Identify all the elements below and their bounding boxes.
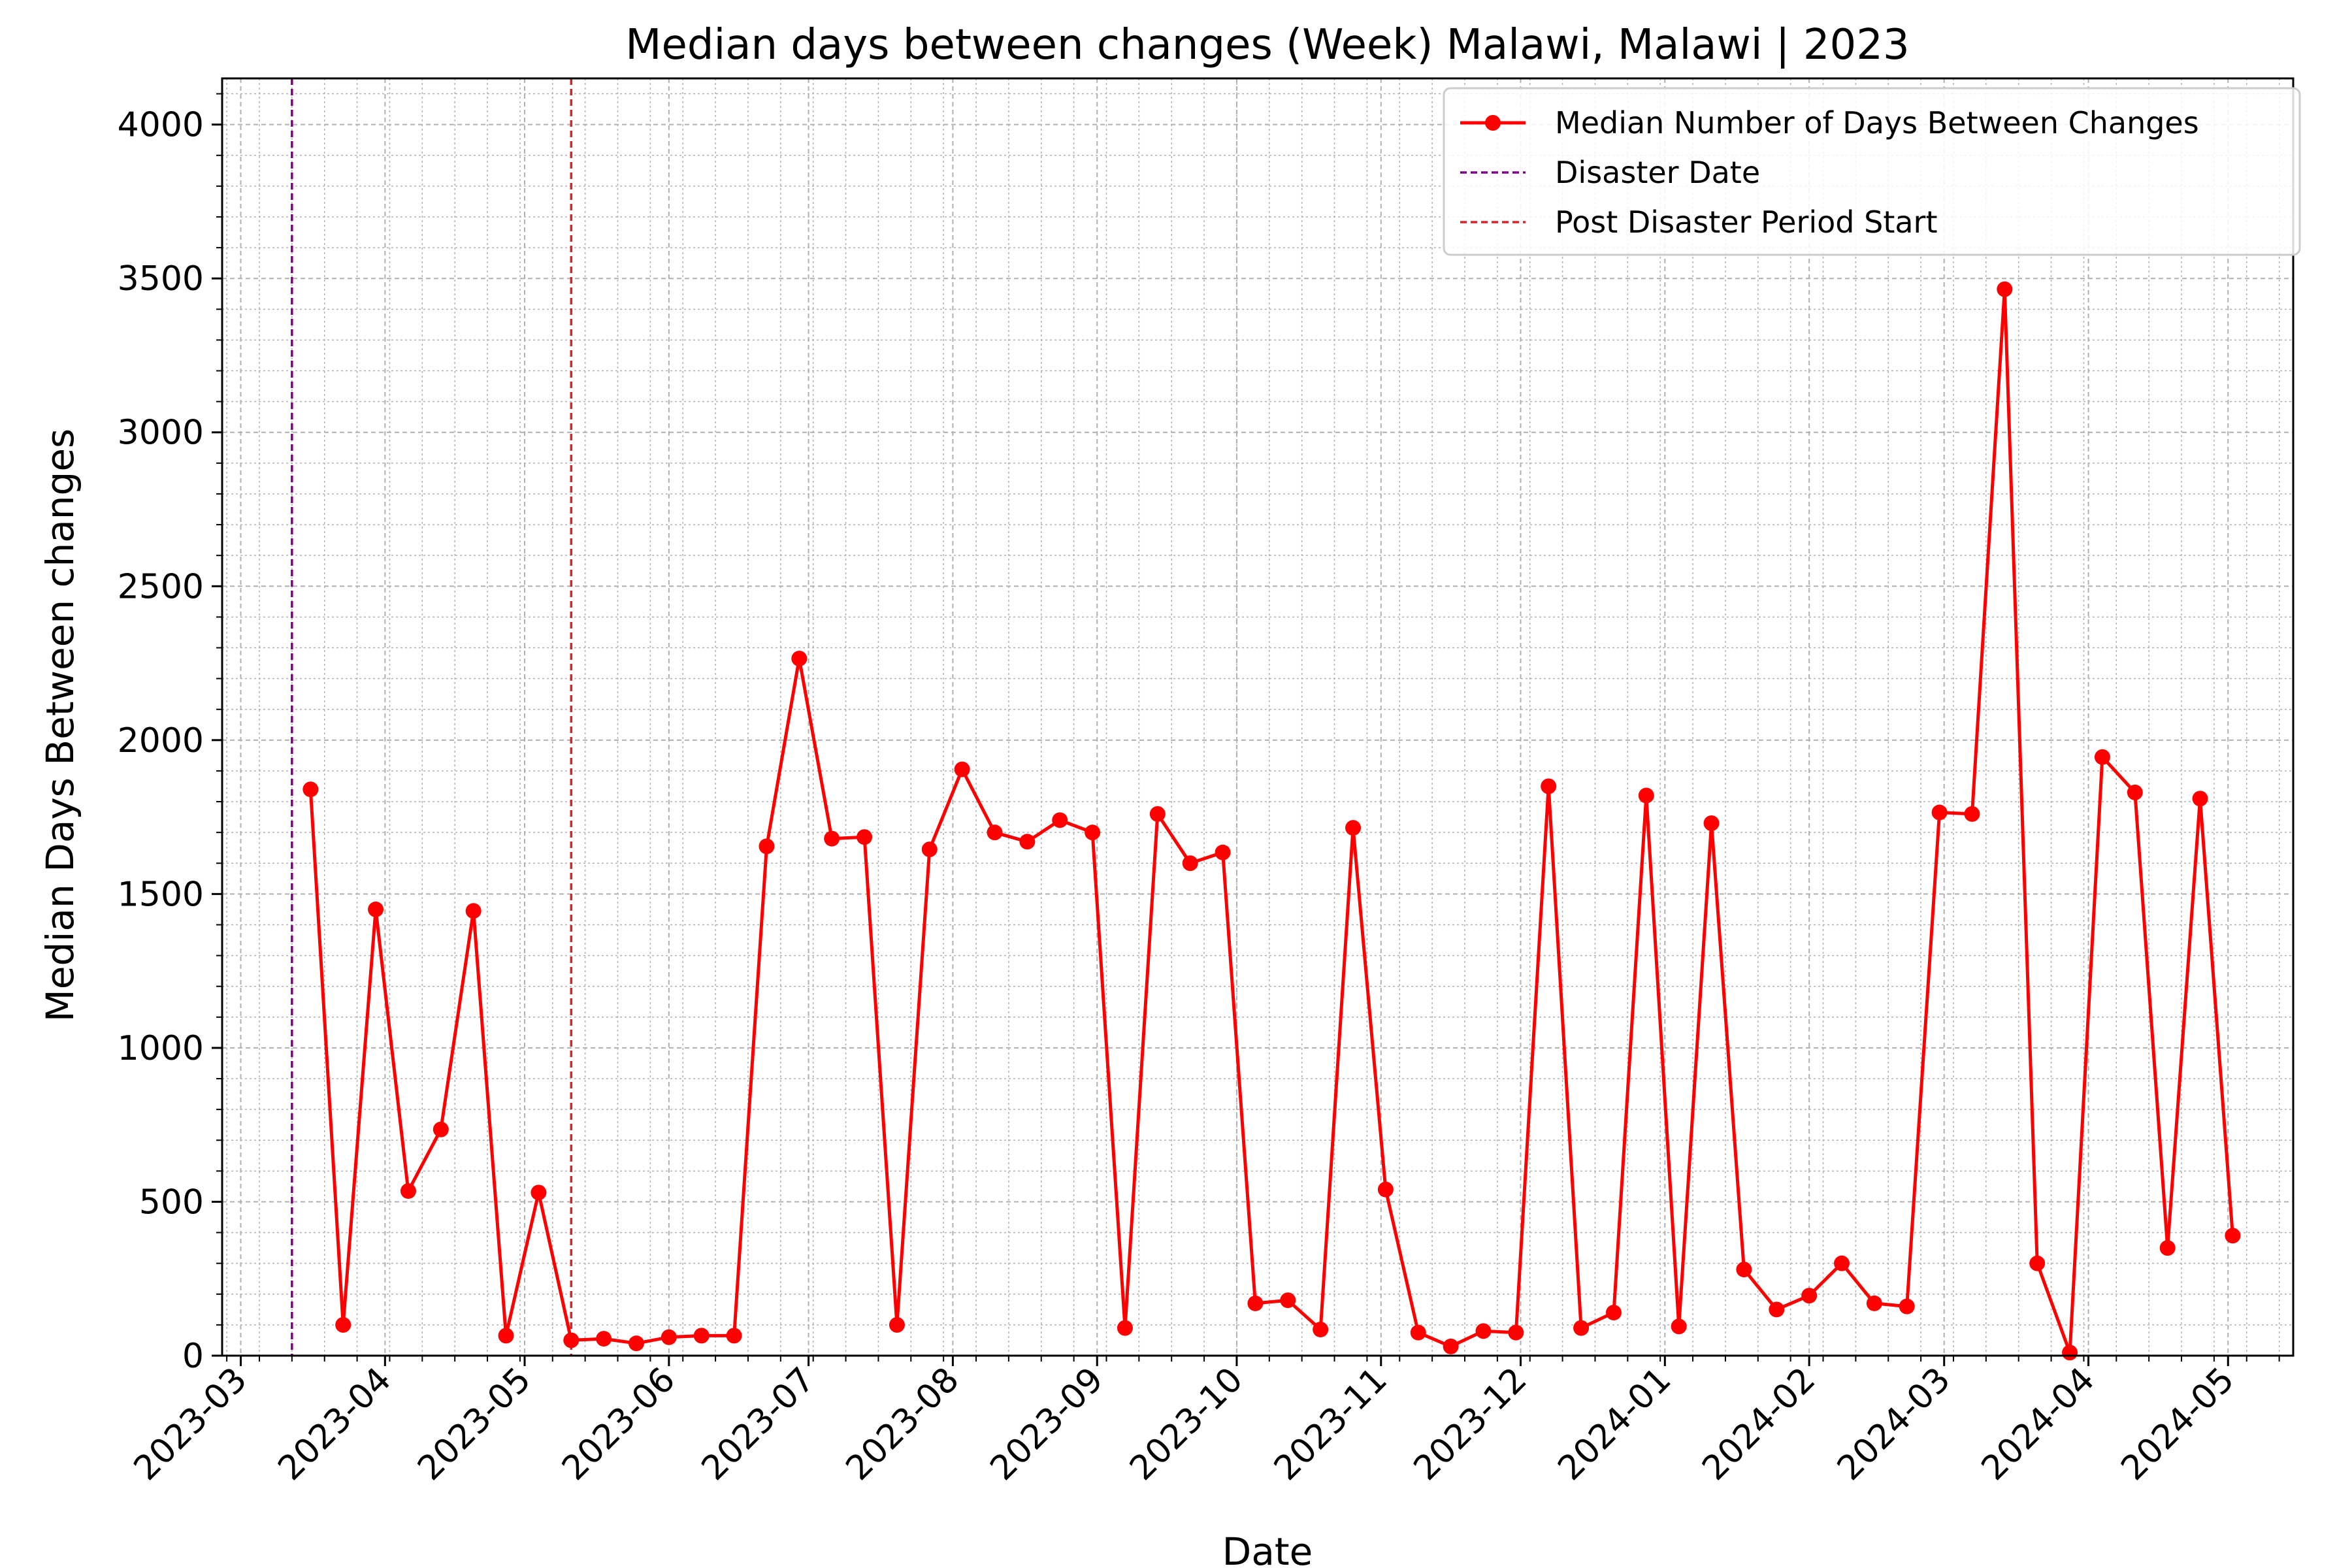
data-point: [1085, 825, 1101, 841]
legend: Median Number of Days Between Changes Dis…: [1443, 87, 2301, 256]
data-point: [1866, 1295, 1882, 1311]
data-point: [1182, 855, 1198, 872]
data-point: [531, 1184, 547, 1201]
data-point: [302, 781, 319, 798]
data-point: [1671, 1318, 1687, 1335]
data-point: [1638, 787, 1654, 804]
data-point: [1605, 1305, 1622, 1321]
data-point: [400, 1183, 416, 1199]
data-point: [335, 1316, 351, 1333]
data-point: [693, 1328, 710, 1344]
data-point: [661, 1329, 677, 1345]
data-point: [1410, 1324, 1426, 1341]
y-tick-label: 3000: [118, 414, 204, 453]
data-point: [1736, 1262, 1752, 1278]
data-point: [857, 829, 873, 845]
data-point: [1019, 834, 1036, 850]
data-point: [889, 1316, 905, 1333]
data-point: [368, 901, 384, 917]
data-point: [1149, 806, 1166, 822]
data-point: [498, 1328, 514, 1344]
data-point: [1345, 820, 1362, 836]
y-tick-label: 3500: [118, 259, 204, 299]
legend-disaster-entry-label: Disaster Date: [1555, 155, 1760, 190]
data-point: [596, 1331, 612, 1347]
data-point: [921, 841, 938, 858]
data-point: [2062, 1345, 2078, 1361]
y-tick-label: 1500: [118, 875, 204, 914]
y-tick-label: 2500: [118, 567, 204, 606]
data-point: [1508, 1324, 1524, 1341]
data-point: [1117, 1320, 1133, 1336]
data-point: [2225, 1228, 2241, 1244]
y-tick-label: 1000: [118, 1029, 204, 1068]
data-point: [1280, 1292, 1296, 1309]
data-point: [791, 650, 808, 666]
data-point: [1443, 1338, 1459, 1354]
data-point: [1703, 815, 1720, 832]
y-tick-label: 500: [139, 1183, 204, 1222]
data-point: [2159, 1240, 2176, 1256]
y-axis: 0 500 1000 1500 2000 2500 3000 3500 4000: [118, 93, 222, 1376]
data-point: [1052, 812, 1068, 828]
major-grid: [222, 78, 2293, 1356]
data-point: [1313, 1321, 1329, 1337]
data-point: [1769, 1301, 1785, 1318]
y-tick-label: 4000: [118, 106, 204, 145]
y-axis-label: Median Days Between changes: [38, 429, 82, 1022]
data-point: [1377, 1181, 1394, 1198]
data-point: [1801, 1288, 1818, 1304]
data-point: [1247, 1295, 1264, 1311]
data-point: [987, 825, 1003, 841]
data-point: [1573, 1320, 1590, 1336]
data-point: [2094, 749, 2110, 765]
data-point: [1834, 1255, 1850, 1271]
legend-post-entry-label: Post Disaster Period Start: [1555, 204, 1938, 240]
data-point: [1475, 1323, 1492, 1339]
reference-lines: [291, 78, 573, 1356]
data-point: [1541, 778, 1557, 794]
data-point: [1899, 1298, 1915, 1315]
y-tick-label: 0: [182, 1337, 204, 1376]
y-tick-label: 2000: [118, 721, 204, 760]
plot-frame: [221, 77, 2295, 1357]
data-point: [465, 903, 482, 919]
data-point: [824, 830, 840, 847]
data-point: [759, 838, 775, 855]
data-point: [954, 761, 970, 777]
data-point: [726, 1328, 742, 1344]
data-point: [1215, 844, 1231, 860]
data-point: [1931, 804, 1948, 821]
data-point: [1964, 806, 1980, 822]
legend-series-entry-marker: [1485, 115, 1501, 131]
data-point: [563, 1332, 580, 1348]
data-point: [2192, 791, 2208, 807]
data-point: [629, 1335, 644, 1352]
x-axis-label: Date: [1222, 1529, 1313, 1568]
data-point: [433, 1121, 449, 1137]
data-point: [2029, 1255, 2046, 1271]
data-point: [1997, 281, 2013, 297]
data-point: [2127, 784, 2143, 800]
legend-series-entry-label: Median Number of Days Between Changes: [1555, 105, 2199, 140]
legend-box: [1443, 87, 2301, 256]
chart-title: Median days between changes (Week) Malaw…: [625, 21, 1909, 69]
